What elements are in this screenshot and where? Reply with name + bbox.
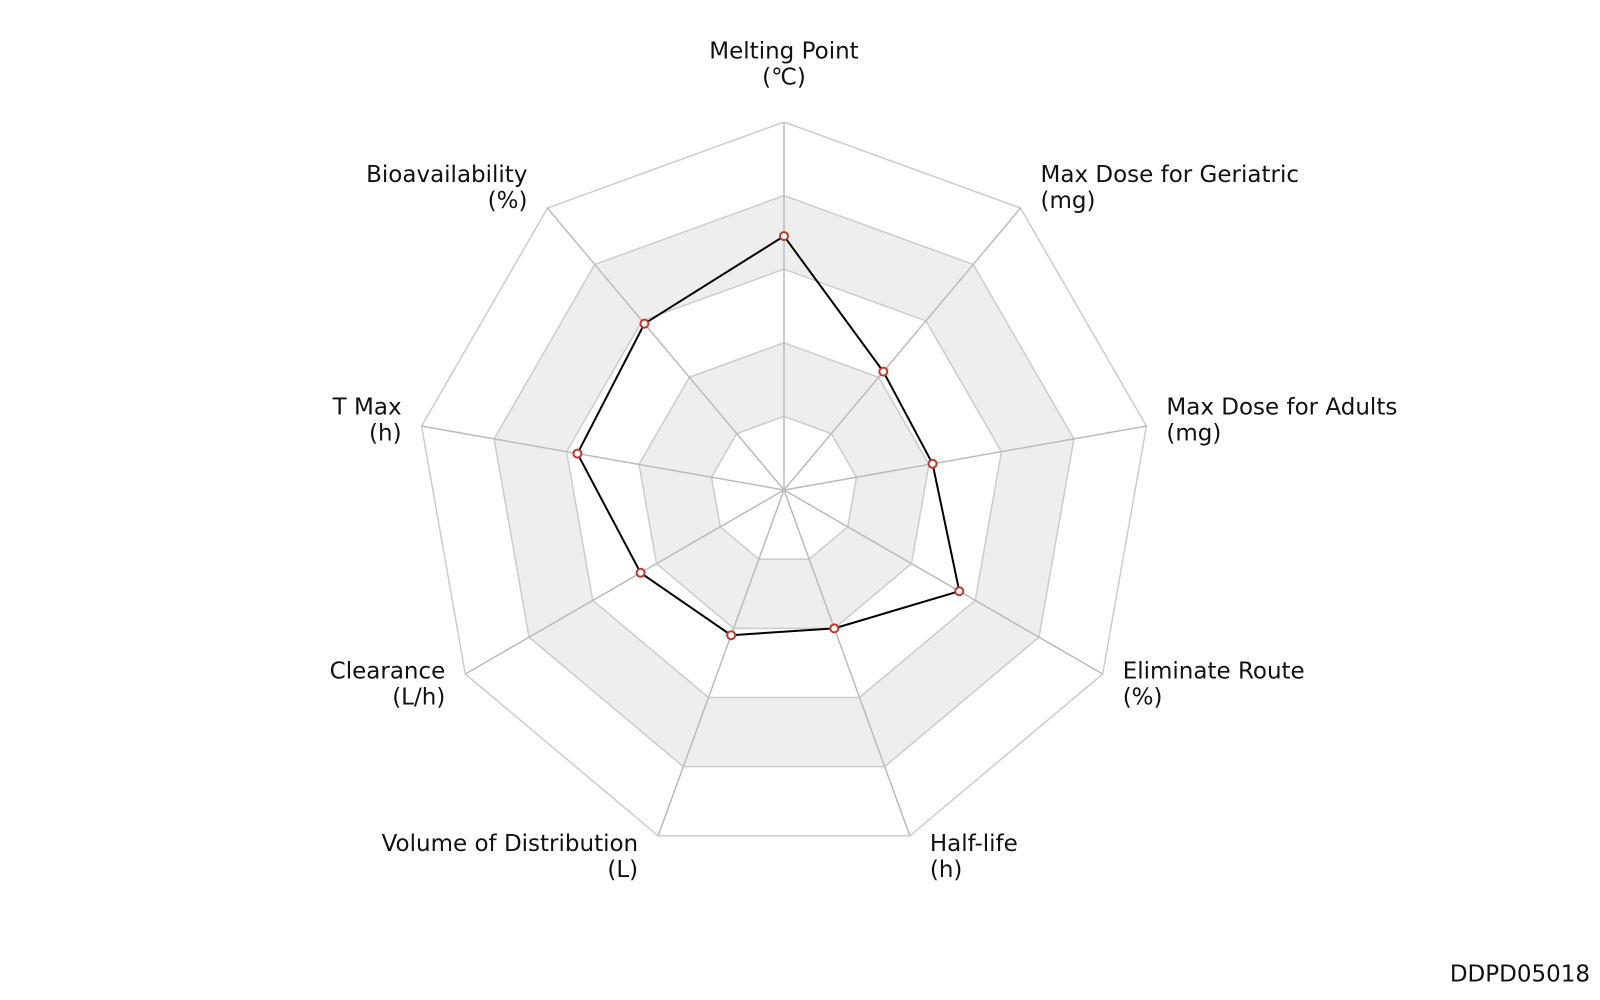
axis-unit: (%) bbox=[488, 188, 528, 214]
axis-unit: (℃) bbox=[762, 65, 806, 91]
axis-unit: (mg) bbox=[1166, 420, 1221, 446]
axis-unit: (h) bbox=[930, 857, 963, 883]
watermark: DDPD05018 bbox=[1450, 962, 1590, 988]
axis-spoke bbox=[421, 425, 785, 491]
data-point bbox=[927, 458, 938, 469]
axis-label: Bioavailability bbox=[366, 162, 527, 188]
data-point bbox=[878, 366, 889, 377]
axis-unit: (mg) bbox=[1041, 188, 1096, 214]
axis-unit: (h) bbox=[369, 420, 402, 446]
axis-label: Eliminate Route bbox=[1123, 659, 1305, 685]
data-point bbox=[954, 586, 965, 597]
data-point bbox=[726, 630, 737, 641]
axis-spoke bbox=[783, 489, 1104, 675]
axis-label: Volume of Distribution bbox=[382, 831, 639, 857]
axis-label: Melting Point bbox=[709, 39, 858, 65]
data-point bbox=[829, 623, 840, 634]
data-point bbox=[572, 448, 583, 459]
data-point bbox=[779, 231, 789, 242]
axis-spoke bbox=[783, 489, 911, 837]
axis-unit: (L) bbox=[607, 857, 638, 883]
data-point bbox=[639, 318, 650, 329]
data-point bbox=[635, 567, 646, 578]
axis-label: T Max bbox=[332, 394, 402, 420]
axis-unit: (%) bbox=[1123, 685, 1163, 711]
axis-spoke bbox=[783, 207, 1022, 491]
axis-spoke bbox=[783, 425, 1147, 491]
series-line bbox=[576, 234, 961, 637]
axis-spoke bbox=[657, 489, 785, 837]
axis-label: Clearance bbox=[330, 659, 446, 685]
axis-spoke bbox=[464, 489, 785, 675]
axis-unit: (L/h) bbox=[392, 685, 445, 711]
axis-label: Max Dose for Adults bbox=[1166, 394, 1397, 420]
axis-label: Half-life bbox=[930, 831, 1018, 857]
axis-spoke bbox=[546, 207, 785, 491]
axis-label: Max Dose for Geriatric bbox=[1041, 162, 1299, 188]
